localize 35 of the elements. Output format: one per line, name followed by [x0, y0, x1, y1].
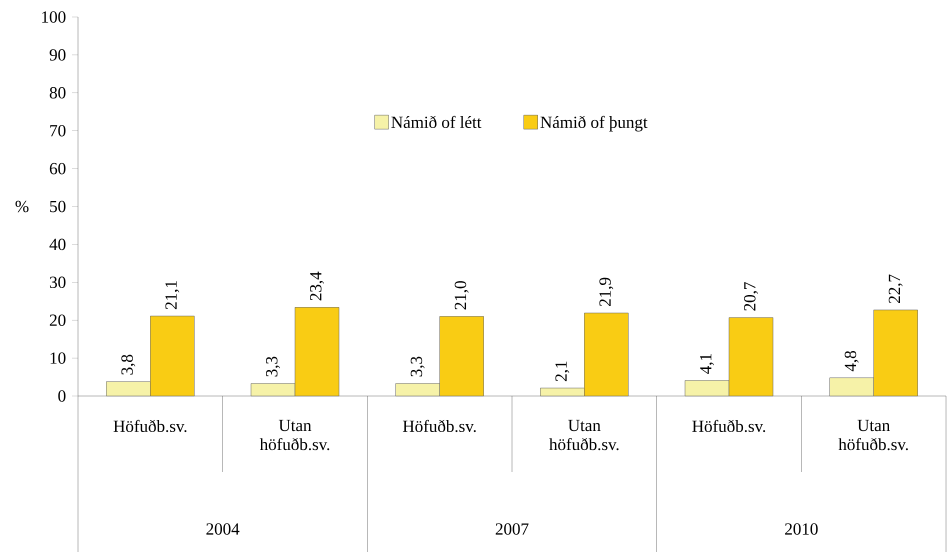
x-tick-label: Höfuðb.sv.: [402, 420, 476, 432]
y-tick-label: 60: [50, 162, 66, 174]
data-label: 4,8: [844, 351, 859, 372]
data-label: 22,7: [888, 274, 903, 304]
text: 2010: [785, 523, 818, 535]
data-label: 4,1: [700, 354, 714, 374]
x-tick-label: Höfuðb.sv.: [692, 420, 766, 432]
text: 2004: [206, 523, 240, 535]
x-tick-label: Utan höfuðb.sv.: [549, 420, 619, 450]
y-tick-label: 50: [50, 200, 66, 212]
legend-label: Námið of létt: [391, 116, 482, 128]
data-label: 23,4: [310, 272, 324, 300]
data-label: 20,7: [744, 282, 758, 311]
y-tick-label: 70: [50, 124, 66, 136]
y-tick-label: 20: [50, 314, 66, 326]
y-tick-label: 0: [58, 390, 66, 402]
x-tick-label: Utan höfuðb.sv.: [260, 420, 330, 450]
y-tick-label: 80: [50, 87, 66, 99]
x-tick-label: Höfuðb.sv.: [114, 420, 186, 432]
y-tick-label: 100: [42, 11, 66, 23]
y-tick-label: 10: [50, 352, 66, 364]
data-label: 21,1: [165, 281, 180, 310]
text: 2007: [496, 523, 529, 535]
data-label: 2,1: [555, 362, 570, 382]
y-tick-label: 90: [50, 49, 66, 61]
x-tick-label: Utan höfuðb.sv.: [838, 420, 908, 450]
data-label: 3,8: [121, 354, 136, 375]
data-label: 3,3: [410, 356, 425, 376]
data-label: 21,0: [454, 281, 469, 310]
y-axis-title: %: [16, 200, 29, 212]
legend-label: Námið of þungt: [540, 116, 648, 132]
data-label: 3,3: [266, 356, 280, 376]
data-label: 21,9: [599, 278, 614, 306]
y-tick-label: 40: [49, 238, 66, 250]
y-tick-label: 30: [50, 276, 66, 288]
